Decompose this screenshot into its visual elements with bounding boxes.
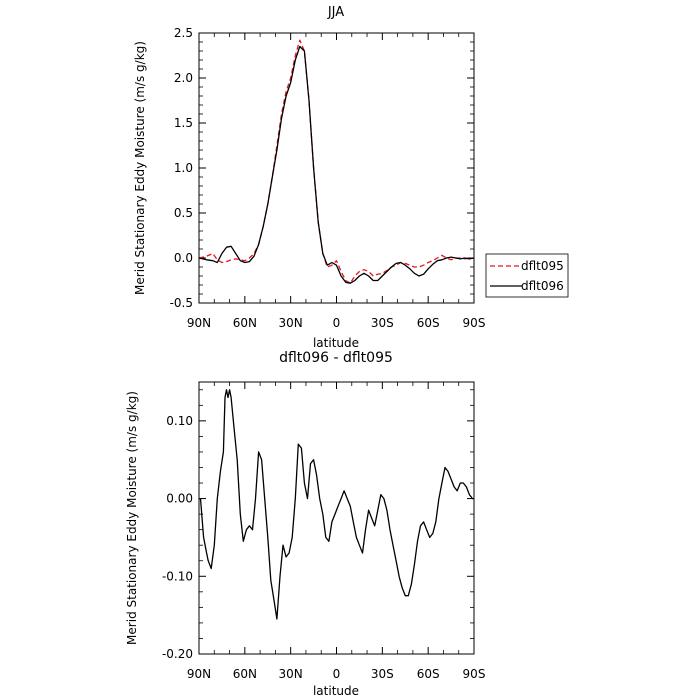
x-tick-label: 30S [371, 667, 394, 681]
x-axis-label: latitude [313, 684, 359, 698]
y-tick-label: 2.0 [174, 71, 193, 85]
x-tick-label: 30S [371, 316, 394, 330]
chart-difference: dflt096 - dflt095 -0.20 -0.10 0.00 0.10 90N… [125, 350, 485, 698]
y-tick-label: 1.0 [174, 161, 193, 175]
x-tick-label: 60N [233, 667, 257, 681]
x-tick-label: 90N [187, 316, 211, 330]
series-line-dflt096 [198, 45, 475, 284]
y-axis: -0.5 0.0 0.5 1.0 1.5 2.0 2.5 [170, 26, 474, 310]
y-tick-label: -0.10 [162, 569, 193, 583]
plot-frame [198, 32, 475, 304]
chart-title: dflt096 - dflt095 [279, 350, 393, 366]
x-tick-label: 0 [333, 667, 341, 681]
legend: dflt095 dflt096 [485, 253, 569, 298]
x-tick-label: 60S [417, 667, 440, 681]
series-layer [198, 39, 475, 284]
x-axis: 90N 60N 30N 0 30S 60S 90S [187, 33, 486, 330]
legend-box [485, 253, 569, 298]
y-tick-label: 0.10 [166, 414, 193, 428]
series-layer [199, 389, 474, 620]
y-axis: -0.20 -0.10 0.00 0.10 [162, 389, 474, 661]
x-tick-label: 30N [279, 316, 303, 330]
x-tick-label: 60N [233, 316, 257, 330]
chart-jja: JJA -0.5 0.0 0.5 1.0 1.5 2.0 2.5 90N 60N 30N 0 30S… [133, 5, 569, 350]
x-tick-label: 0 [333, 316, 341, 330]
series-line-dflt095 [198, 39, 474, 284]
y-tick-label: 2.5 [174, 26, 193, 40]
legend-label-dflt096: dflt096 [521, 279, 564, 293]
y-axis-label: Merid Stationary Eddy Moisture (m/s g/kg… [133, 41, 147, 295]
x-tick-label: 90S [463, 667, 486, 681]
y-tick-label: 1.5 [174, 116, 193, 130]
x-tick-label: 30N [279, 667, 303, 681]
legend-label-dflt095: dflt095 [521, 259, 564, 273]
y-tick-label: -0.20 [162, 647, 193, 661]
y-tick-label: 0.5 [174, 206, 193, 220]
y-tick-label: 0.0 [174, 251, 193, 265]
y-tick-label: 0.00 [166, 492, 193, 506]
y-tick-label: -0.5 [170, 296, 193, 310]
x-tick-label: 60S [417, 316, 440, 330]
series-line-series-0 [199, 389, 474, 620]
y-axis-label: Merid Stationary Eddy Moisture (m/s g/kg… [125, 391, 139, 645]
x-axis-label: latitude [313, 336, 359, 350]
chart-title: JJA [327, 5, 344, 20]
x-axis: 90N 60N 30N 0 30S 60S 90S [187, 382, 486, 681]
x-tick-label: 90N [187, 667, 211, 681]
x-tick-label: 90S [463, 316, 486, 330]
